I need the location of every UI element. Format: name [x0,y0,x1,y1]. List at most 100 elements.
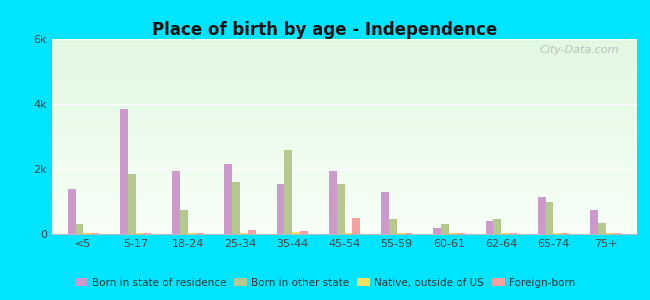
Bar [136,233,144,234]
Bar [52,152,637,153]
Bar [52,217,637,218]
Bar [52,168,637,169]
Bar [52,117,637,118]
Bar [52,114,637,115]
Bar [52,118,637,119]
Bar [52,87,637,88]
Bar [52,204,637,205]
Bar [52,133,637,134]
Bar [352,218,360,234]
Bar [52,56,637,58]
Bar [52,145,637,146]
Bar [52,125,637,126]
Bar [52,154,637,155]
Bar [561,233,569,234]
Bar [52,191,637,192]
Bar [52,49,637,50]
Bar [52,110,637,111]
Bar [120,109,128,234]
Bar [52,116,637,117]
Bar [52,89,637,90]
Bar [545,202,553,234]
Bar [52,39,637,40]
Bar [52,73,637,74]
Bar [52,159,637,160]
Bar [52,139,637,140]
Bar [52,163,637,164]
Bar [52,112,637,113]
Bar [52,107,637,108]
Bar [52,71,637,72]
Bar [52,124,637,125]
Bar [52,157,637,158]
Bar [277,184,285,234]
Bar [52,170,637,171]
Bar [52,106,637,107]
Bar [606,233,614,234]
Bar [52,185,637,186]
Bar [52,52,637,53]
Bar [52,46,637,47]
Bar [52,226,637,227]
Bar [52,164,637,165]
Bar [52,175,637,176]
Bar [52,146,637,147]
Bar [52,121,637,122]
Bar [52,93,637,94]
Bar [52,40,637,41]
Bar [381,192,389,234]
Bar [509,233,517,234]
Bar [52,50,637,51]
Bar [493,219,501,234]
Bar [52,72,637,73]
Bar [52,186,637,187]
Legend: Born in state of residence, Born in other state, Native, outside of US, Foreign-: Born in state of residence, Born in othe… [71,274,579,292]
Bar [52,149,637,150]
Bar [75,224,83,234]
Bar [52,153,637,154]
Bar [52,79,637,80]
Bar [52,155,637,156]
Bar [52,215,637,217]
Bar [337,184,344,234]
Bar [52,143,637,144]
Bar [52,80,637,81]
Bar [52,99,637,101]
Bar [52,90,637,91]
Bar [52,91,637,92]
Bar [52,109,637,110]
Bar [83,233,91,234]
Bar [144,233,151,234]
Bar [344,233,352,234]
Bar [52,42,637,43]
Bar [52,181,637,182]
Bar [52,224,637,225]
Bar [52,102,637,103]
Bar [52,148,637,149]
Bar [52,189,637,190]
Bar [240,233,248,234]
Bar [52,127,637,128]
Bar [538,196,545,234]
Bar [52,142,637,143]
Bar [52,128,637,129]
Bar [52,119,637,120]
Bar [52,126,637,127]
Bar [52,101,637,102]
Bar [68,188,75,234]
Bar [52,108,637,109]
Bar [52,113,637,114]
Bar [52,202,637,203]
Bar [52,44,637,45]
Bar [52,193,637,194]
Bar [52,219,637,220]
Bar [52,74,637,75]
Bar [52,218,637,219]
Bar [52,63,637,64]
Bar [52,151,637,152]
Bar [52,140,637,141]
Bar [52,177,637,178]
Bar [52,210,637,211]
Bar [52,84,637,85]
Bar [52,167,637,168]
